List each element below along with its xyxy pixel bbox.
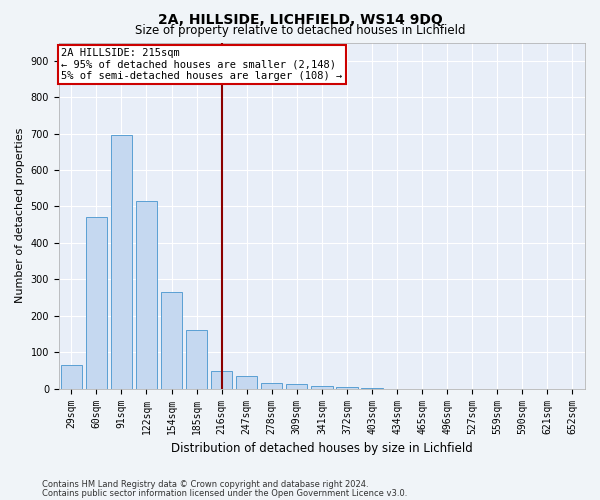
X-axis label: Distribution of detached houses by size in Lichfield: Distribution of detached houses by size …	[171, 442, 473, 455]
Bar	[236, 376, 257, 388]
Bar	[336, 387, 358, 388]
Text: 2A HILLSIDE: 215sqm
← 95% of detached houses are smaller (2,148)
5% of semi-deta: 2A HILLSIDE: 215sqm ← 95% of detached ho…	[61, 48, 343, 81]
Bar	[86, 218, 107, 388]
Bar	[161, 292, 182, 388]
Bar	[186, 330, 207, 388]
Y-axis label: Number of detached properties: Number of detached properties	[15, 128, 25, 304]
Bar	[261, 383, 283, 388]
Bar	[286, 384, 307, 388]
Bar	[311, 386, 332, 388]
Bar	[136, 201, 157, 388]
Text: Contains HM Land Registry data © Crown copyright and database right 2024.: Contains HM Land Registry data © Crown c…	[42, 480, 368, 489]
Text: Contains public sector information licensed under the Open Government Licence v3: Contains public sector information licen…	[42, 488, 407, 498]
Text: 2A, HILLSIDE, LICHFIELD, WS14 9DQ: 2A, HILLSIDE, LICHFIELD, WS14 9DQ	[158, 12, 442, 26]
Bar	[61, 365, 82, 388]
Bar	[211, 371, 232, 388]
Text: Size of property relative to detached houses in Lichfield: Size of property relative to detached ho…	[135, 24, 465, 37]
Bar	[111, 136, 132, 388]
